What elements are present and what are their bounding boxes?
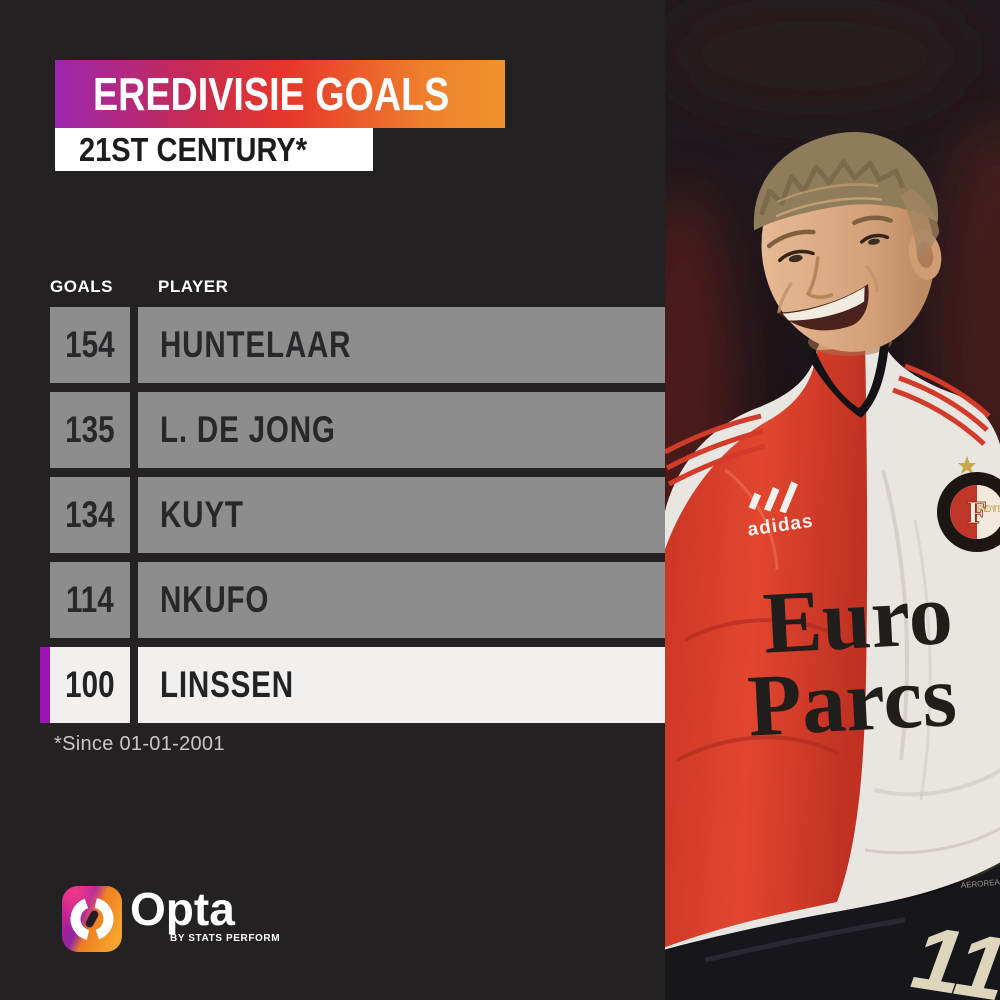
player-photo: 11 AEROREADY [665, 0, 1000, 1000]
player-cell: LINSSEN [138, 647, 665, 723]
column-header-goals: GOALS [50, 277, 113, 296]
feyenoord-crest-icon: FEYENOORD ROTTERDAM F [937, 456, 1000, 552]
footnote: *Since 01-01-2001 [54, 733, 225, 755]
face-features [766, 215, 893, 331]
opta-branding: Opta BY STATS PERFORM [62, 883, 322, 966]
goals-cell: 154 [50, 307, 130, 383]
column-header-player: PLAYER [158, 277, 229, 296]
black-shorts: 11 [665, 864, 1000, 1000]
goals-cell: 135 [50, 392, 130, 468]
kit-tech-label: AEROREADY [960, 877, 1000, 890]
sponsor-line1: Euro [761, 566, 955, 673]
player-head [753, 132, 942, 352]
table-row: 114 NKUFO [0, 562, 700, 638]
crest-star-icon [958, 456, 976, 474]
svg-text:FEYENOORD: FEYENOORD [977, 504, 1000, 514]
shirt-sponsor: Euro Parcs [746, 566, 959, 756]
feyenoord-shirt [665, 334, 1000, 952]
highlight-accent-bar [40, 647, 50, 723]
goals-cell: 100 [50, 647, 130, 723]
collar [807, 336, 889, 418]
table-row: 134 KUYT [0, 477, 700, 553]
sponsor-line2: Parcs [746, 648, 959, 756]
opta-logo-icon [62, 886, 122, 952]
player-cell: NKUFO [138, 562, 665, 638]
goals-cell: 114 [50, 562, 130, 638]
subtitle-bar: 21ST CENTURY* [55, 128, 373, 171]
opta-wordmark: Opta [130, 883, 235, 935]
shoulder-stripes [665, 363, 991, 487]
title-banner: EREDIVISIE GOALS [55, 60, 505, 128]
table-row: 135 L. DE JONG [0, 392, 700, 468]
shirt-number: 11 [906, 907, 1000, 1000]
page-title: EREDIVISIE GOALS [93, 68, 450, 120]
table-header: GOALS PLAYER [0, 277, 1000, 297]
page-subtitle: 21ST CENTURY* [79, 130, 308, 168]
player-cell: KUYT [138, 477, 665, 553]
svg-text:ROTTERDAM: ROTTERDAM [977, 504, 1000, 514]
player-cell: L. DE JONG [138, 392, 665, 468]
goals-cell: 134 [50, 477, 130, 553]
player-cell: HUNTELAAR [138, 307, 665, 383]
opta-byline: BY STATS PERFORM [170, 933, 281, 944]
svg-text:F: F [967, 494, 987, 530]
table-row: 154 HUNTELAAR [0, 307, 700, 383]
table-row-highlighted: 100 LINSSEN [0, 647, 700, 723]
hair [753, 132, 939, 231]
